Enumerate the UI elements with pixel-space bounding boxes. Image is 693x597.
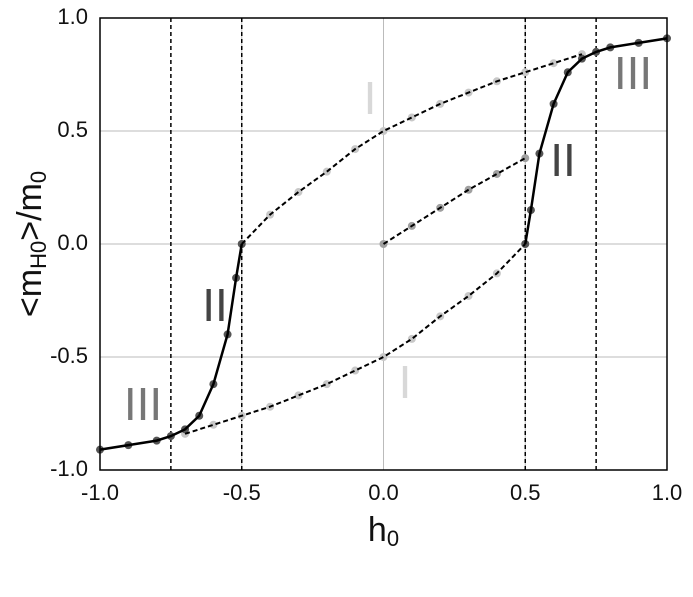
data-point <box>294 391 303 400</box>
region-label: II <box>202 279 228 331</box>
data-point <box>521 154 530 163</box>
y-tick-label: 1.0 <box>57 4 88 29</box>
axis-label-part: >/m <box>11 183 49 241</box>
y-tick-label: -0.5 <box>50 343 88 368</box>
series-line <box>524 37 668 245</box>
y-tick-label: 0.0 <box>57 230 88 255</box>
x-tick-label: 0.5 <box>510 480 541 505</box>
region-label: III <box>124 378 162 430</box>
data-point <box>549 59 558 68</box>
data-point <box>351 366 360 375</box>
region-label: III <box>614 47 652 99</box>
axis-label-part: <m <box>11 269 49 317</box>
data-point <box>492 169 501 178</box>
region-label: II <box>550 134 576 186</box>
y-axis-label: <mH0>/m0 <box>11 171 51 317</box>
axis-label-part: h <box>368 511 387 549</box>
x-tick-label: -0.5 <box>223 480 261 505</box>
data-point <box>407 113 416 122</box>
axis-label-part: H0 <box>26 241 51 269</box>
axis-label-part: 0 <box>26 171 51 183</box>
data-point <box>521 68 530 77</box>
axis-label-part: 0 <box>387 526 399 551</box>
region-label: I <box>364 72 377 124</box>
plot-frame <box>99 17 668 471</box>
x-tick-label: 0.0 <box>368 480 399 505</box>
x-axis-label: h0 <box>368 511 399 551</box>
series-line <box>99 243 243 451</box>
x-tick-label: 1.0 <box>652 480 683 505</box>
region-label: I <box>399 356 412 408</box>
x-tick-label: -1.0 <box>81 480 119 505</box>
data-point <box>209 420 218 429</box>
series-line <box>382 157 526 245</box>
y-tick-label: 0.5 <box>57 117 88 142</box>
data-point <box>322 380 331 389</box>
y-tick-label: -1.0 <box>50 456 88 481</box>
series-line <box>184 243 526 435</box>
